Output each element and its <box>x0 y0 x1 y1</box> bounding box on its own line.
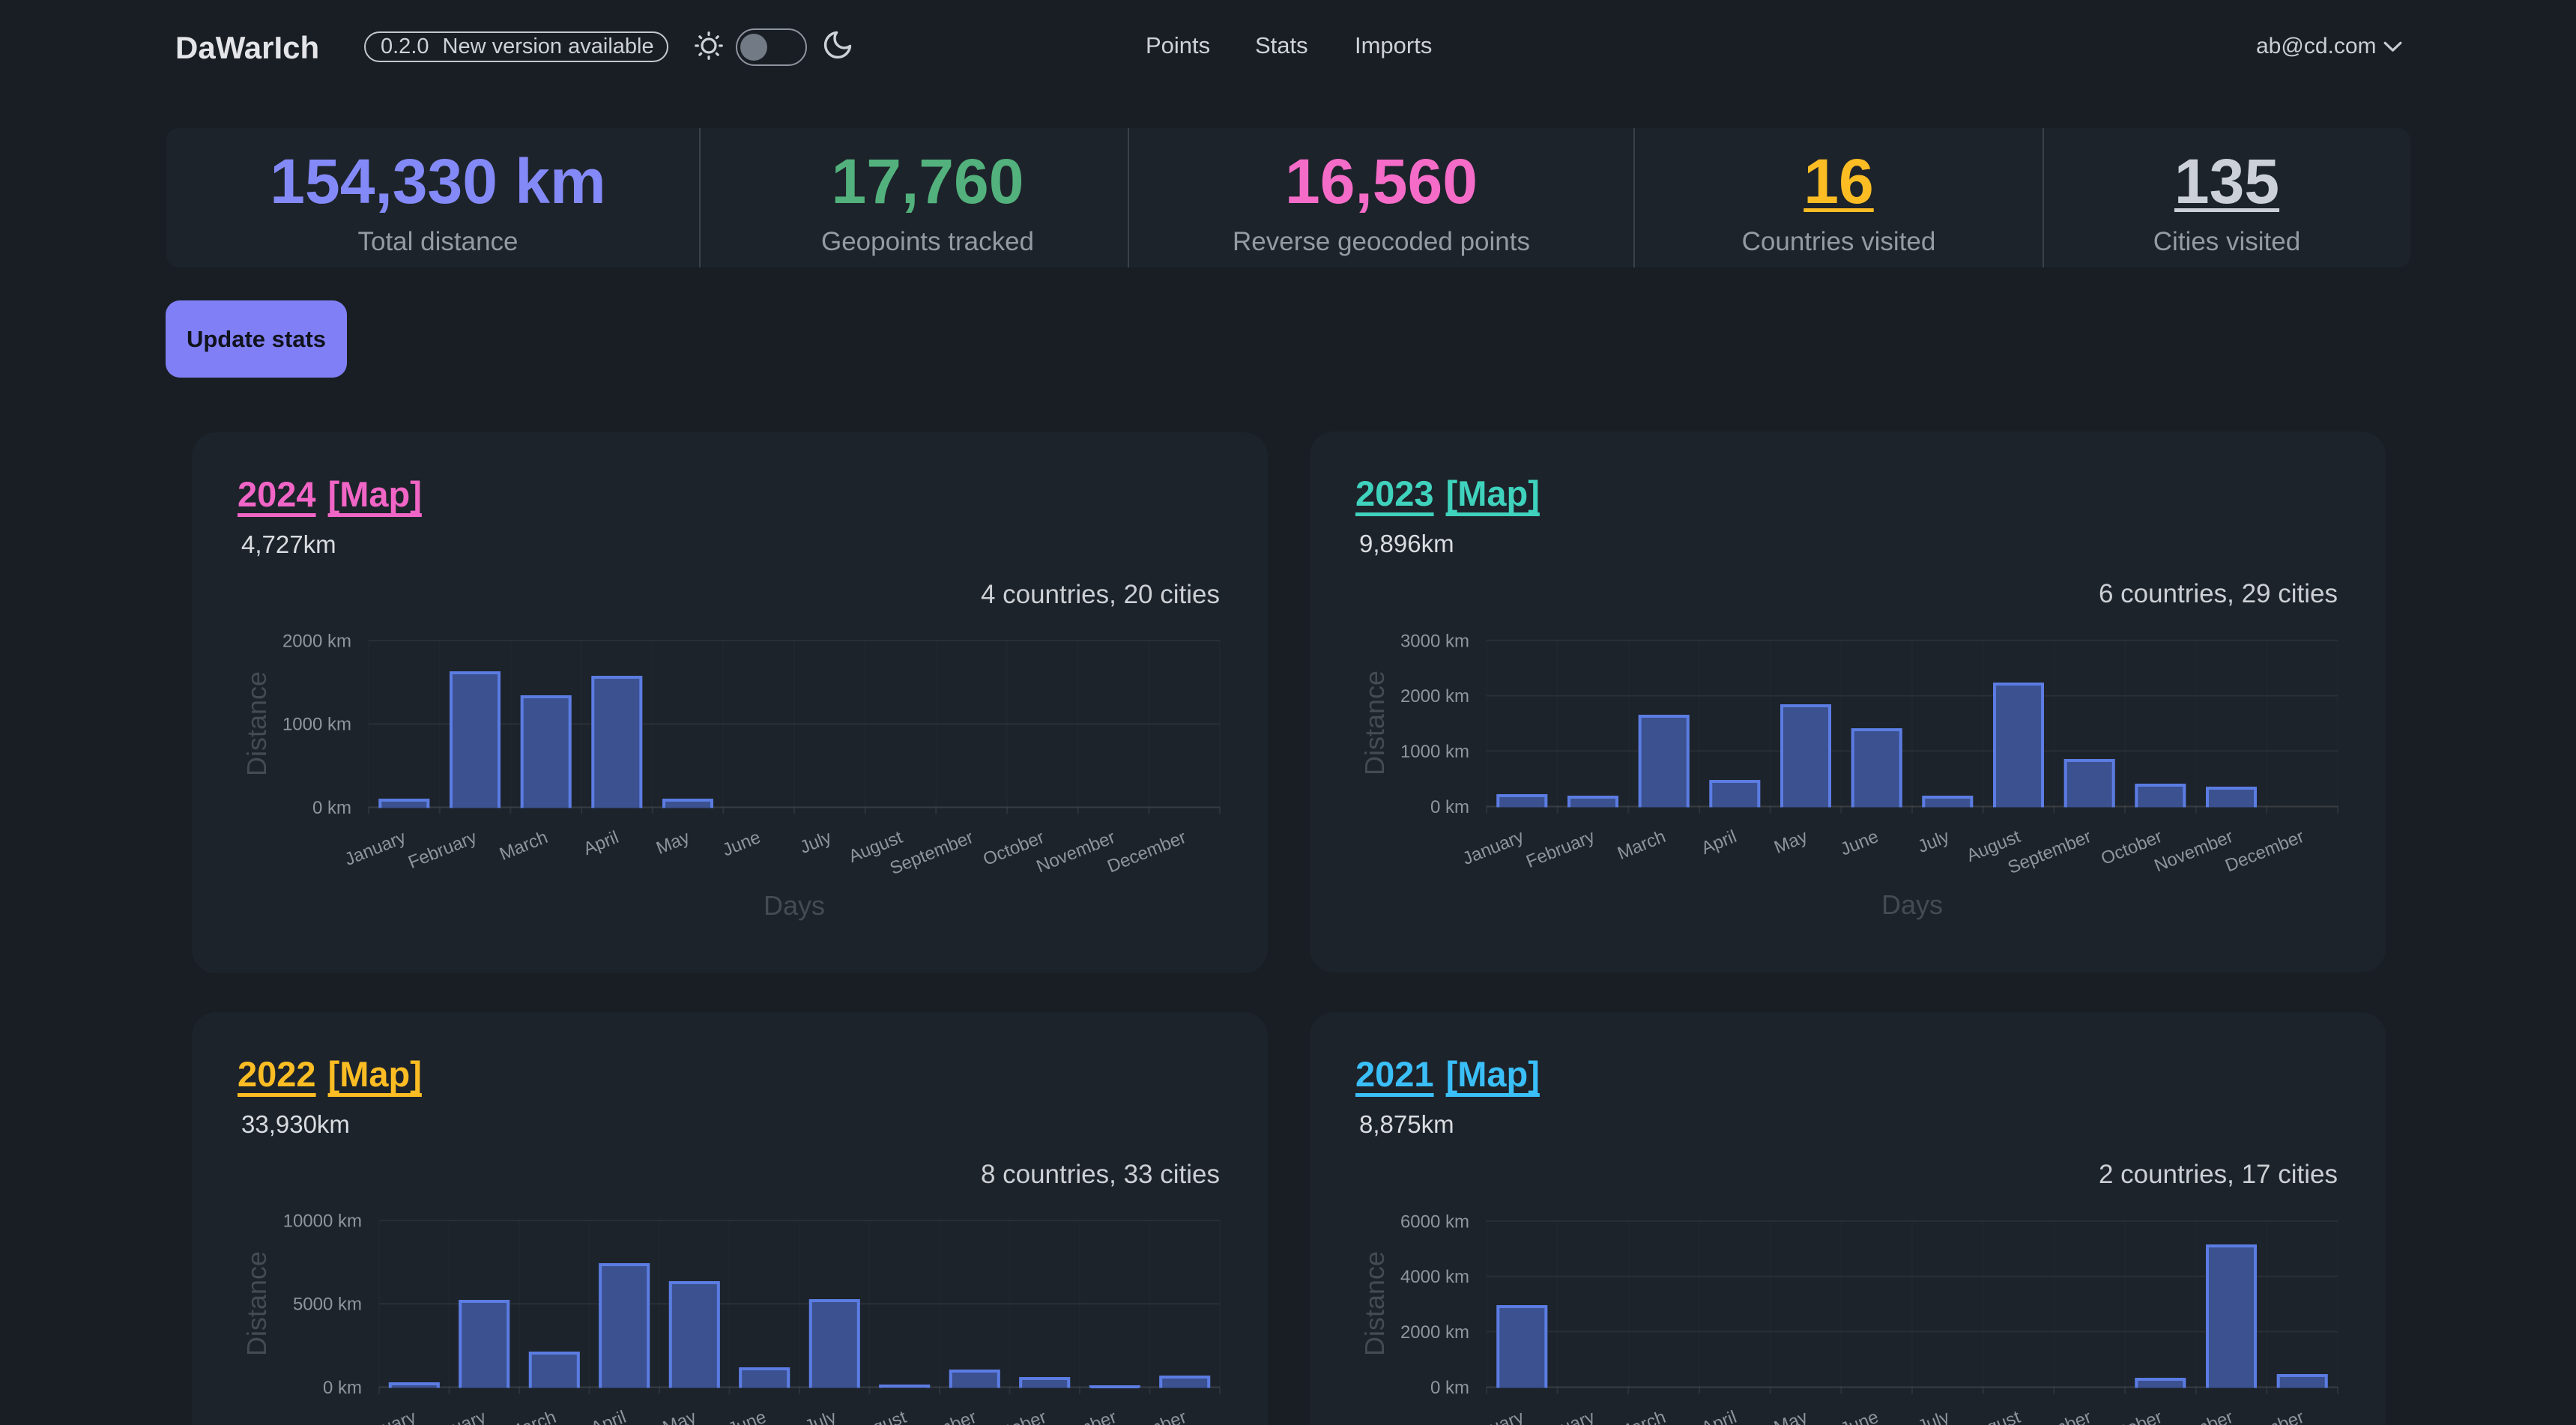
svg-text:February: February <box>1523 1407 1597 1425</box>
svg-text:June: June <box>1838 826 1881 860</box>
svg-text:March: March <box>497 827 551 865</box>
svg-text:March: March <box>1615 826 1669 864</box>
svg-text:5000 km: 5000 km <box>293 1295 362 1315</box>
svg-text:May: May <box>660 1407 699 1425</box>
svg-text:January: January <box>352 1407 419 1425</box>
svg-text:April: April <box>588 1407 629 1425</box>
svg-text:January: January <box>342 827 408 870</box>
svg-text:November: November <box>2151 826 2236 877</box>
svg-text:0 km: 0 km <box>312 798 351 818</box>
svg-text:Days: Days <box>1881 889 1943 920</box>
svg-text:June: June <box>725 1407 769 1425</box>
svg-text:October: October <box>982 1407 1049 1425</box>
svg-text:July: July <box>802 1407 839 1425</box>
svg-text:August: August <box>1964 1407 2024 1425</box>
svg-text:0 km: 0 km <box>1430 797 1469 817</box>
svg-text:4000 km: 4000 km <box>1400 1267 1469 1287</box>
svg-text:November: November <box>2151 1407 2236 1425</box>
svg-text:February: February <box>414 1407 489 1425</box>
svg-text:January: January <box>1460 1407 1526 1425</box>
svg-text:Days: Days <box>764 890 825 921</box>
svg-text:Distance: Distance <box>241 1251 272 1356</box>
svg-text:0 km: 0 km <box>1430 1378 1469 1398</box>
svg-text:March: March <box>1615 1407 1669 1425</box>
svg-text:2000 km: 2000 km <box>1400 686 1469 707</box>
svg-text:Distance: Distance <box>1359 671 1390 775</box>
svg-text:December: December <box>2222 1407 2307 1425</box>
svg-text:July: July <box>797 827 835 858</box>
svg-text:February: February <box>1523 826 1597 872</box>
svg-text:April: April <box>1699 826 1740 859</box>
svg-text:February: February <box>405 827 480 873</box>
svg-text:May: May <box>1771 826 1810 858</box>
svg-text:August: August <box>850 1407 910 1425</box>
svg-text:November: November <box>1033 827 1118 877</box>
svg-text:Distance: Distance <box>1359 1251 1390 1356</box>
svg-text:July: July <box>1915 1407 1953 1425</box>
svg-text:Distance: Distance <box>241 671 272 776</box>
svg-text:May: May <box>653 827 692 859</box>
svg-text:2000 km: 2000 km <box>1400 1322 1469 1343</box>
svg-text:3000 km: 3000 km <box>1400 631 1469 651</box>
svg-text:10000 km: 10000 km <box>283 1211 362 1232</box>
svg-text:July: July <box>1915 826 1953 857</box>
svg-text:2000 km: 2000 km <box>282 632 351 652</box>
svg-text:June: June <box>1838 1407 1881 1425</box>
svg-text:6000 km: 6000 km <box>1400 1211 1469 1232</box>
svg-text:March: March <box>505 1407 559 1425</box>
svg-text:0 km: 0 km <box>323 1378 362 1398</box>
svg-text:April: April <box>1699 1407 1740 1425</box>
svg-text:1000 km: 1000 km <box>1400 742 1469 762</box>
svg-text:October: October <box>2098 1407 2165 1425</box>
svg-text:1000 km: 1000 km <box>282 715 351 735</box>
svg-text:May: May <box>1771 1407 1810 1425</box>
svg-text:April: April <box>581 827 622 859</box>
svg-text:January: January <box>1460 826 1526 869</box>
svg-text:June: June <box>720 827 764 861</box>
svg-text:December: December <box>1104 827 1189 877</box>
svg-text:December: December <box>2222 826 2307 877</box>
